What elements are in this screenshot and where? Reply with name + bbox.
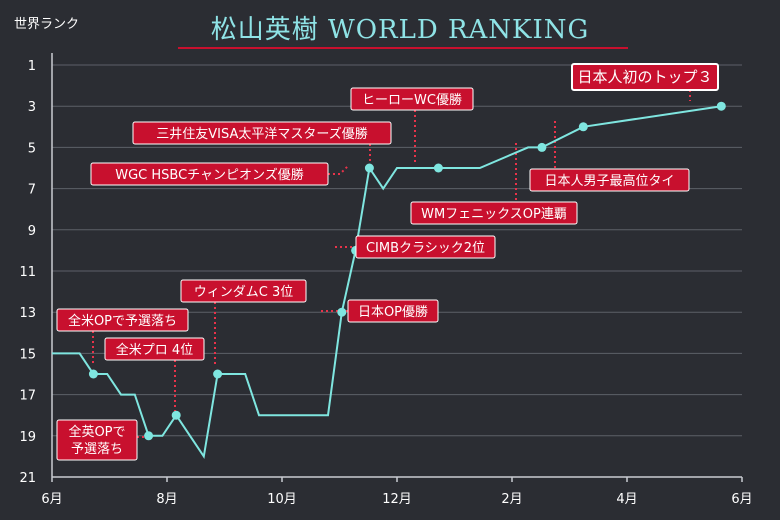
data-point-marker	[433, 163, 443, 173]
ann-british-open-label: 予選落ち	[71, 442, 123, 457]
y-tick-label: 5	[28, 141, 36, 156]
ann-pga-box	[104, 337, 205, 361]
ann-british-open-box	[56, 419, 138, 461]
ann-british-open-label: 全英OPで	[68, 424, 125, 440]
ann-japan-open-label: 日本OP優勝	[358, 305, 428, 320]
data-point-marker	[144, 431, 154, 441]
y-tick-label: 11	[19, 265, 36, 280]
ann-wyndham-box	[180, 279, 307, 303]
y-tick-label: 21	[19, 471, 36, 486]
ann-cimb-label: CIMBクラシック2位	[366, 241, 485, 256]
ann-top3-box	[571, 63, 719, 91]
x-tick-label: 4月	[616, 492, 637, 507]
y-tick-label: 15	[19, 347, 36, 362]
data-point-marker	[716, 101, 726, 111]
y-tick-label: 13	[19, 306, 36, 321]
data-point-marker	[88, 369, 98, 379]
ann-wm-box	[410, 201, 578, 225]
y-axis-label: 世界ランク	[14, 17, 79, 32]
x-tick-label: 6月	[731, 492, 752, 507]
leader-layer	[92, 90, 691, 438]
ann-cimb-box	[355, 235, 496, 259]
ann-pga-label: 全米プロ 4位	[116, 342, 193, 358]
annotation-leader	[328, 165, 349, 175]
data-point-marker	[578, 122, 588, 132]
data-point-marker	[171, 410, 181, 420]
y-tick-label: 9	[28, 224, 36, 239]
series-layer	[52, 101, 726, 460]
ann-us-open-label: 全米OPで予選落ち	[68, 313, 177, 329]
ann-japanese-best-box	[529, 168, 690, 192]
data-point-marker	[364, 163, 374, 173]
ann-wyndham-label: ウィンダムC 3位	[194, 285, 293, 300]
y-tick-label: 7	[28, 183, 36, 198]
ann-wm-label: WMフェニックスOP連覇	[421, 207, 567, 222]
ann-wgc-hsbc-label: WGC HSBCチャンピオンズ優勝	[115, 167, 304, 183]
data-point-marker	[537, 142, 547, 152]
ann-top3-label: 日本人初のトップ３	[577, 68, 712, 86]
y-tick-label: 3	[28, 100, 36, 115]
x-tick-label: 8月	[156, 492, 177, 507]
ann-japanese-best-label: 日本人男子最高位タイ	[544, 173, 674, 189]
ann-hero-label: ヒーローWC優勝	[362, 93, 462, 108]
ann-mitsui-box	[132, 121, 392, 145]
y-tick-label: 17	[19, 389, 36, 404]
x-tick-label: 12月	[382, 492, 412, 507]
y-tick-label: 1	[28, 59, 36, 74]
x-tick-label: 6月	[41, 492, 62, 507]
y-tick-label: 19	[19, 430, 36, 445]
x-tick-label: 2月	[501, 492, 522, 507]
x-tick-label: 10月	[267, 492, 297, 507]
ann-japan-open-box	[347, 299, 439, 323]
ann-wgc-hsbc-box	[90, 162, 329, 186]
data-point-marker	[213, 369, 223, 379]
data-point-marker	[337, 307, 347, 317]
ann-us-open-box	[56, 308, 189, 332]
ann-hero-box	[350, 87, 474, 111]
ranking-series-line	[52, 105, 722, 460]
chart-title: 松山英樹 WORLD RANKING	[211, 15, 590, 45]
ann-mitsui-label: 三井住友VISA太平洋マスターズ優勝	[156, 126, 367, 142]
